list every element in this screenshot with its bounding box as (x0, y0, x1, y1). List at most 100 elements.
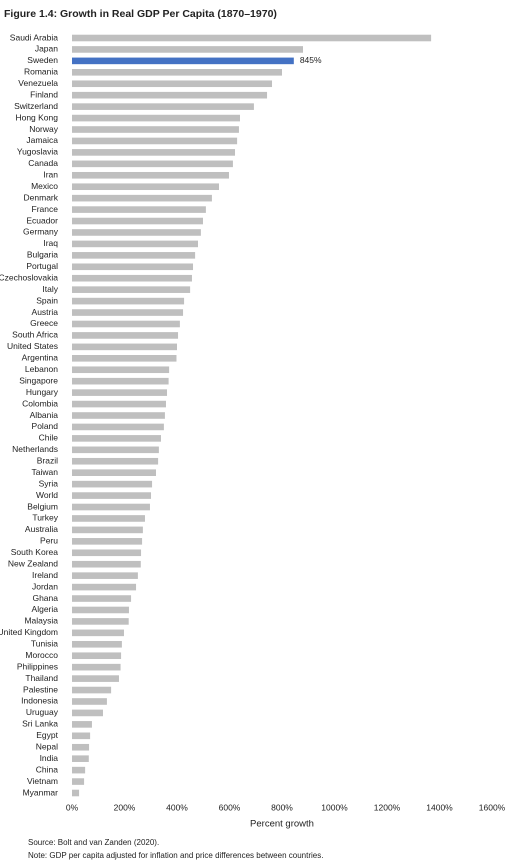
bar (72, 274, 192, 282)
bar (72, 572, 138, 579)
value-label: 845% (300, 55, 322, 65)
bar (72, 503, 150, 511)
bar (72, 423, 164, 431)
bar (72, 675, 119, 682)
bar (72, 778, 85, 785)
bar (72, 80, 273, 88)
bar (72, 263, 194, 271)
x-tick-label: 1200% (374, 802, 401, 812)
bar (72, 57, 294, 65)
y-tick-label: Philippines (17, 661, 58, 671)
y-tick-label: Morocco (25, 650, 58, 660)
bar (72, 492, 152, 499)
y-tick-label: Chile (39, 433, 59, 443)
x-tick-label: 0% (66, 802, 79, 812)
y-tick-label: Uruguay (26, 707, 59, 717)
y-tick-label: Syria (39, 478, 59, 488)
y-tick-label: Belgium (27, 501, 58, 511)
y-tick-label: Jordan (32, 581, 58, 591)
y-tick-label: Spain (36, 295, 58, 305)
bar (72, 355, 177, 362)
bar (72, 309, 184, 316)
bar (72, 332, 179, 339)
bar (72, 640, 122, 648)
y-tick-label: Yugoslavia (17, 147, 58, 157)
bar (72, 560, 141, 568)
y-tick-label: Vietnam (27, 776, 58, 786)
bar (72, 412, 165, 419)
x-axis-title: Percent growth (250, 819, 314, 830)
bar (72, 766, 86, 774)
y-tick-label: France (32, 204, 59, 214)
y-tick-label: Brazil (37, 456, 58, 466)
bar (72, 366, 170, 374)
y-tick-label: Switzerland (14, 101, 58, 111)
y-tick-label: Germany (23, 227, 59, 237)
y-tick-label: New Zealand (8, 558, 58, 568)
bar (72, 618, 129, 625)
y-tick-label: Albania (30, 410, 59, 420)
x-tick-label: 800% (271, 802, 293, 812)
bar (72, 457, 159, 465)
y-tick-label: Lebanon (25, 364, 58, 374)
bar (72, 652, 122, 660)
y-tick-label: India (40, 753, 59, 763)
x-tick-label: 600% (219, 802, 241, 812)
bar (72, 469, 156, 476)
bar (72, 526, 143, 534)
y-tick-label: Netherlands (12, 444, 58, 454)
y-tick-label: Turkey (32, 513, 58, 523)
bar (72, 297, 185, 305)
bar (72, 755, 89, 762)
x-tick-label: 1400% (426, 802, 453, 812)
source: Source: Bolt and van Zanden (2020). (28, 838, 159, 847)
bar (72, 194, 212, 202)
bar (72, 252, 196, 259)
y-tick-label: South Korea (11, 547, 59, 557)
y-tick-label: Tunisia (31, 639, 58, 649)
y-tick-label: Egypt (36, 730, 58, 740)
y-tick-label: Colombia (22, 398, 58, 408)
bar (72, 171, 229, 179)
bar (72, 629, 124, 637)
x-tick-label: 200% (114, 802, 136, 812)
bar (72, 69, 282, 76)
bar (72, 240, 198, 248)
y-tick-label: Myanmar (23, 787, 59, 797)
bar (72, 160, 233, 168)
bar (72, 732, 91, 740)
bar (72, 343, 177, 351)
y-tick-label: United States (7, 341, 58, 351)
bar (72, 286, 191, 293)
bar (72, 229, 201, 236)
bar (72, 480, 153, 488)
bar (72, 435, 161, 442)
y-tick-label: Sri Lanka (22, 719, 58, 729)
y-tick-label: Greece (30, 318, 58, 328)
bar (72, 46, 303, 53)
y-tick-label: Ghana (32, 593, 58, 603)
bar (72, 515, 145, 522)
bar (72, 686, 112, 694)
bar (72, 217, 203, 225)
bar (72, 149, 236, 156)
y-tick-label: Hungary (26, 387, 59, 397)
y-tick-label: Portugal (26, 261, 58, 271)
y-tick-label: Mexico (31, 181, 58, 191)
bar (72, 663, 121, 671)
bar (72, 549, 142, 557)
y-tick-label: Czechoslovakia (0, 272, 58, 282)
bar (72, 400, 166, 408)
y-tick-label: Finland (30, 89, 58, 99)
y-tick-label: Hong Kong (15, 112, 58, 122)
bar (72, 595, 132, 602)
bar (72, 377, 169, 385)
bar (72, 721, 92, 728)
y-tick-label: Sweden (27, 55, 58, 65)
bar (72, 320, 180, 328)
bar (72, 183, 219, 191)
y-tick-label: South Africa (12, 330, 58, 340)
y-tick-label: Malaysia (24, 616, 58, 626)
chart-title: Figure 1.4: Growth in Real GDP Per Capit… (4, 8, 277, 20)
bar (72, 698, 107, 705)
